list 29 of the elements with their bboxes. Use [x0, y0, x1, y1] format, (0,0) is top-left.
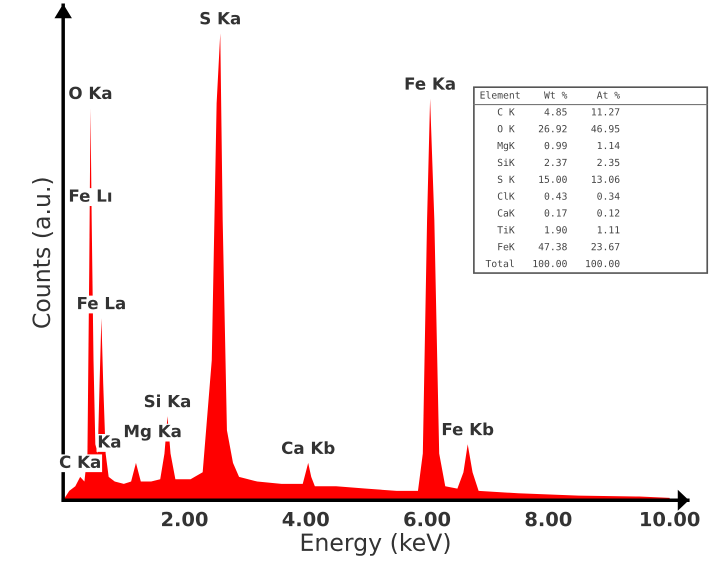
annotation: Element Wt % At % [480, 91, 620, 99]
x-tick-label: 10.00 [641, 512, 700, 526]
annotation: Fe Ka [406, 77, 455, 90]
annotation: Si Ka [144, 394, 190, 408]
annotation: MgK 0.99 1.14 [498, 142, 620, 152]
x-tick-label: 4.00 [282, 512, 329, 526]
annotation: C Ka [60, 456, 100, 468]
annotation: Ka [98, 435, 120, 448]
annotation: Fe Kb [442, 422, 494, 436]
annotation: FeK 47.38 23.67 [498, 243, 620, 250]
x-tick-label: 2.00 [162, 512, 208, 526]
annotation: O K 26.92 46.95 [498, 125, 620, 132]
annotation: S Ka [200, 12, 240, 24]
annotation: Fe Lı [70, 190, 112, 202]
annotation: CaK 0.17 0.12 [498, 209, 620, 217]
annotation: TiK 1.90 1.11 [497, 226, 620, 234]
x-tick-label: 6.00 [404, 512, 450, 526]
annotation: O Ka [69, 86, 112, 100]
annotation: C K 4.85 11.27 [498, 108, 620, 116]
annotation: Total 100.00 100.00 [486, 260, 620, 268]
annotation: ClK 0.43 0.34 [498, 192, 620, 200]
x-tick-label: 8.00 [526, 512, 572, 526]
annotation: Ca Kb [282, 441, 335, 454]
annotation: Mg Ka [124, 424, 181, 441]
y-axis-title: Counts (a.u.) [32, 178, 54, 328]
annotation: Fe La [78, 296, 125, 310]
annotation: S K 15.00 13.06 [498, 176, 620, 183]
annotation: SiK 2.37 2.35 [498, 158, 620, 166]
x-axis-title: Energy (keV) [302, 532, 450, 556]
